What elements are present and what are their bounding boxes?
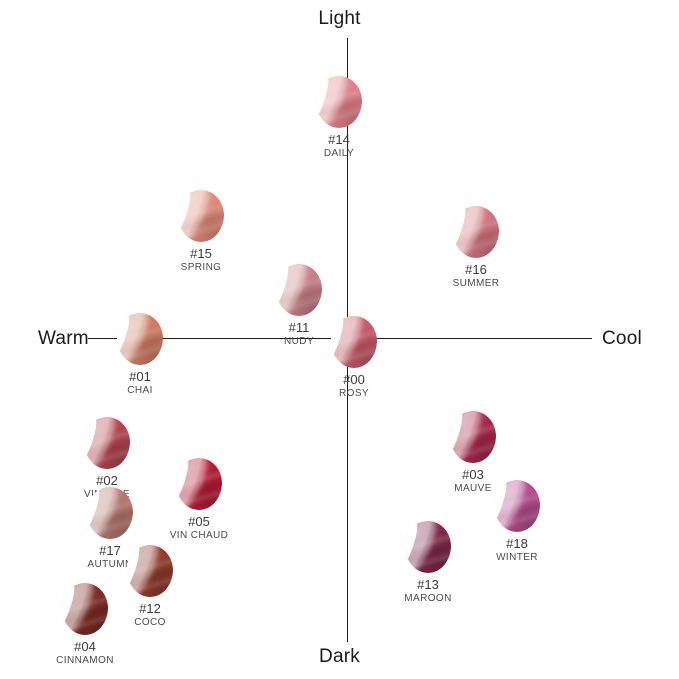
lipstick-swatch-icon	[450, 411, 496, 463]
swatch-label-group: #01 CHAI	[127, 369, 153, 397]
swatch-name: AUTUMN	[87, 559, 133, 570]
swatch-code: #03	[462, 467, 484, 482]
lipstick-swatch-icon	[178, 190, 224, 242]
lipstick-swatch-icon	[331, 316, 377, 368]
swatch-label-group: #13 MAROON	[404, 577, 451, 605]
swatch-name: CINNAMON	[56, 655, 114, 666]
swatch-name: WINTER	[496, 552, 538, 563]
swatch-name: NUDY	[284, 336, 314, 347]
swatch-label-group: #00 ROSY	[339, 372, 369, 400]
lipstick-swatch-icon	[316, 76, 362, 128]
lipstick-swatch-icon	[453, 206, 499, 258]
axis-label-dark: Dark	[319, 646, 360, 667]
lipstick-swatch-icon	[127, 545, 173, 597]
swatch-label-group: #18 WINTER	[496, 536, 538, 564]
swatch-code: #04	[74, 639, 96, 654]
swatch-label-group: #03 MAUVE	[454, 467, 492, 495]
swatch-code: #17	[99, 543, 121, 558]
swatch-code: #11	[288, 320, 310, 335]
swatch-name: MAROON	[404, 593, 452, 604]
swatch-code: #15	[190, 246, 212, 261]
swatch-label-group: #16 SUMMER	[453, 262, 500, 290]
swatch-code: #12	[139, 601, 161, 616]
swatch-name: DAILY	[323, 148, 355, 159]
swatch-code: #01	[129, 369, 151, 384]
swatch-label-group: #05 VIN CHAUD	[170, 514, 229, 542]
lipstick-swatch-icon	[405, 521, 451, 573]
swatch-name: CHAI	[127, 385, 153, 396]
lipstick-swatch-icon	[84, 417, 130, 469]
swatch-code: #18	[506, 536, 528, 551]
swatch-name: SPRING	[180, 262, 222, 273]
swatch-label-group: #14 DAILY	[324, 132, 354, 160]
swatch-name: ROSY	[339, 388, 369, 399]
swatch-code: #02	[96, 473, 118, 488]
swatch-code: #00	[343, 372, 365, 387]
lipstick-swatch-icon	[87, 487, 133, 539]
lipstick-swatch-icon	[494, 480, 540, 532]
lipstick-swatch-icon	[176, 458, 222, 510]
swatch-name: MAUVE	[454, 483, 492, 494]
swatch-name: SUMMER	[452, 278, 500, 289]
swatch-label-group: #11 NUDY	[284, 320, 314, 348]
swatch-label-group: #17 AUTUMN	[87, 543, 132, 571]
swatch-code: #13	[417, 577, 439, 592]
axis-label-warm: Warm	[38, 328, 89, 349]
swatch-code: #05	[188, 514, 210, 529]
swatch-label-group: #12 COCO	[134, 601, 166, 629]
axis-label-cool: Cool	[602, 328, 642, 349]
lipstick-swatch-icon	[62, 583, 108, 635]
swatch-name: VIN CHAUD	[169, 530, 229, 541]
axis-label-light: Light	[318, 8, 361, 29]
swatch-label-group: #04 CINNAMON	[56, 639, 114, 667]
swatch-name: COCO	[134, 617, 166, 628]
swatch-label-group: #15 SPRING	[181, 246, 222, 274]
swatch-code: #16	[465, 262, 487, 277]
lipstick-swatch-icon	[276, 264, 322, 316]
swatch-code: #14	[328, 132, 350, 147]
lipstick-swatch-icon	[117, 313, 163, 365]
